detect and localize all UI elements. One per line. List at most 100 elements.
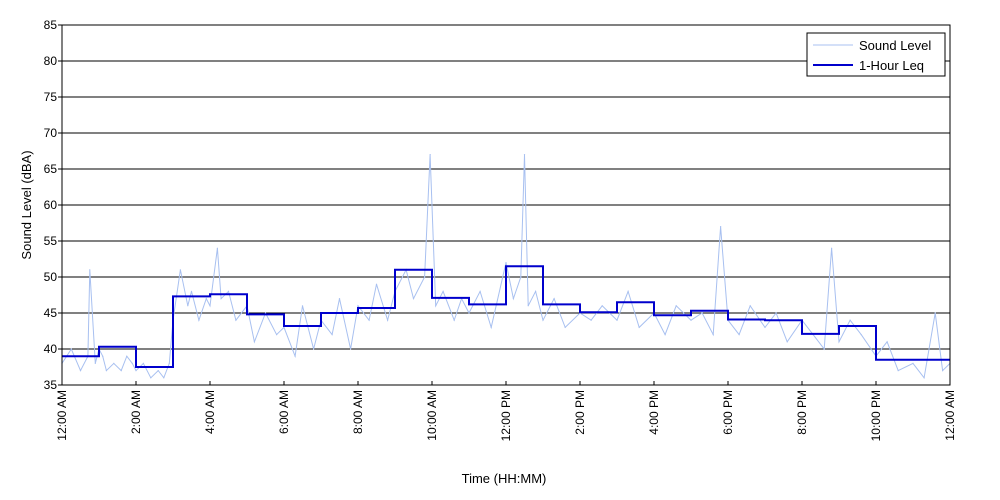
point-sound-level <box>690 319 692 321</box>
point-sound-level <box>442 290 444 292</box>
x-tick-label: 2:00 PM <box>573 390 587 435</box>
point-sound-level <box>720 226 722 228</box>
point-sound-level <box>209 305 211 307</box>
point-sound-level <box>675 305 677 307</box>
point-sound-level <box>70 348 72 350</box>
point-sound-level <box>627 290 629 292</box>
x-axis-label: Time (HH:MM) <box>462 471 547 486</box>
y-tick-label: 35 <box>44 378 58 392</box>
point-sound-level <box>227 290 230 292</box>
point-sound-level <box>429 154 431 156</box>
point-sound-level <box>701 312 703 314</box>
point-sound-level <box>94 362 96 364</box>
point-sound-level <box>523 154 526 156</box>
point-sound-level <box>113 362 115 364</box>
y-tick-label: 70 <box>44 126 58 140</box>
point-sound-level <box>616 319 618 321</box>
point-sound-level <box>535 290 537 292</box>
point-sound-level <box>468 312 470 314</box>
x-tick-label: 8:00 PM <box>795 390 809 435</box>
point-sound-level <box>150 377 152 379</box>
point-sound-level <box>923 377 925 379</box>
point-sound-level <box>105 370 107 372</box>
point-sound-level <box>838 341 840 343</box>
y-tick-label: 75 <box>44 90 58 104</box>
point-sound-level <box>553 298 555 300</box>
point-sound-level <box>424 276 426 278</box>
point-sound-level <box>276 334 278 336</box>
point-sound-level <box>512 298 515 300</box>
x-tick-label: 10:00 PM <box>869 390 883 441</box>
point-sound-level <box>823 348 825 350</box>
point-sound-level <box>831 247 833 249</box>
point-sound-level <box>301 305 304 307</box>
y-tick-label: 55 <box>44 234 58 248</box>
point-sound-level <box>453 319 455 321</box>
point-sound-level <box>102 355 104 357</box>
y-tick-label: 80 <box>44 54 58 68</box>
point-sound-level <box>775 312 777 314</box>
point-sound-level <box>412 298 415 300</box>
point-sound-level <box>264 312 267 314</box>
point-sound-level <box>216 247 218 249</box>
point-sound-level <box>886 341 888 343</box>
y-tick-label: 45 <box>44 306 58 320</box>
point-sound-level <box>168 362 170 364</box>
point-sound-level <box>198 319 200 321</box>
legend-label-1-hour-leq: 1-Hour Leq <box>859 58 924 73</box>
point-sound-level <box>601 305 603 307</box>
point-sound-level <box>338 298 341 300</box>
point-sound-level <box>350 348 352 350</box>
point-sound-level <box>131 362 133 364</box>
point-sound-level <box>738 334 740 336</box>
legend-box <box>806 32 946 77</box>
x-tick-label: 4:00 AM <box>203 390 217 434</box>
point-sound-level <box>205 298 207 300</box>
point-sound-level <box>235 319 237 321</box>
y-tick-labels: 35 40 45 50 55 60 65 70 75 80 85 <box>44 18 62 392</box>
point-sound-level <box>520 276 522 278</box>
point-sound-level <box>179 269 181 271</box>
y-tick-label: 40 <box>44 342 58 356</box>
point-sound-level <box>163 377 165 379</box>
y-tick-label: 65 <box>44 162 58 176</box>
point-sound-level <box>283 326 285 328</box>
x-tick-label: 6:00 PM <box>721 390 735 435</box>
x-tick-label: 12:00 PM <box>499 390 513 441</box>
point-sound-level <box>564 326 566 328</box>
point-sound-level <box>89 269 91 271</box>
point-sound-level <box>435 305 437 307</box>
series-1-hour-leq <box>62 265 950 368</box>
x-tick-label: 10:00 AM <box>425 390 439 441</box>
legend: Sound Level 1-Hour Leq <box>806 32 946 77</box>
point-sound-level <box>860 334 862 336</box>
x-tick-label: 4:00 PM <box>647 390 661 435</box>
y-tick-label: 60 <box>44 198 58 212</box>
point-sound-level <box>479 290 481 292</box>
point-sound-level <box>220 298 222 300</box>
point-sound-level <box>490 326 492 328</box>
point-sound-level <box>764 326 766 328</box>
point-sound-level <box>357 305 359 307</box>
x-tick-label: 2:00 AM <box>129 390 143 434</box>
x-tick-labels: 12:00 AM 2:00 AM 4:00 AM 6:00 AM 8:00 AM 10:0… <box>55 381 957 441</box>
point-sound-level <box>253 341 255 343</box>
point-sound-level <box>187 305 189 307</box>
point-sound-level <box>527 305 529 307</box>
y-tick-label: 50 <box>44 270 58 284</box>
x-tick-label: 12:00 AM <box>943 390 957 441</box>
point-sound-level <box>331 334 333 336</box>
point-sound-level <box>638 326 640 328</box>
y-tick-label: 85 <box>44 18 58 32</box>
point-sound-level <box>126 355 128 357</box>
point-sound-level <box>542 319 544 321</box>
point-sound-level <box>505 262 507 264</box>
legend-label-sound-level: Sound Level <box>859 38 931 53</box>
point-sound-level <box>313 348 315 350</box>
point-sound-level <box>368 319 370 321</box>
point-sound-level <box>157 370 159 372</box>
y-axis-label: Sound Level (dBA) <box>19 150 34 259</box>
point-sound-level <box>142 362 144 364</box>
point-sound-level <box>120 370 122 372</box>
